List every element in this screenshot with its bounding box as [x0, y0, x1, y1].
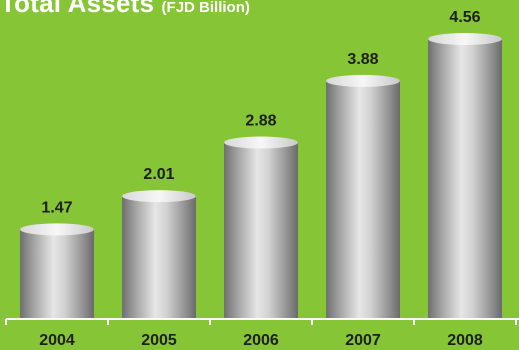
x-axis-ticks	[5, 319, 517, 325]
x-tick-label: 2004	[39, 332, 75, 349]
bar-value-label: 1.47	[41, 199, 72, 216]
bar-body	[428, 38, 502, 319]
bar-body	[122, 195, 196, 319]
bar-cap	[326, 74, 400, 87]
bar-2004	[20, 223, 94, 319]
x-tick-label: 2006	[243, 332, 279, 349]
x-tick-label: 2005	[141, 332, 177, 349]
bar-2006	[224, 136, 298, 319]
x-tick-label: 2008	[447, 332, 483, 349]
bar-value-label: 3.88	[347, 51, 378, 68]
bars-layer	[20, 33, 502, 320]
bar-value-label: 2.01	[143, 166, 174, 183]
bar-cap	[224, 136, 298, 149]
bar-2005	[122, 190, 196, 319]
bar-2007	[326, 74, 400, 320]
chart-unit-label: (FJD Billion)	[161, 0, 250, 16]
x-tick-label: 2007	[345, 332, 381, 349]
bar-cap	[20, 223, 94, 236]
bar-value-label: 4.56	[449, 9, 480, 26]
bar-cap	[122, 190, 196, 203]
bar-cap	[428, 33, 502, 45]
bar-body	[326, 79, 400, 320]
bar-2008	[428, 33, 502, 319]
labels-layer: 1.47 2004 2.01 2005 2.88 2006 3.88 2007 4.56 2008	[39, 9, 483, 349]
chart-title-text: Total Assets	[0, 0, 155, 18]
bar-body	[224, 141, 298, 319]
bar-value-label: 2.88	[245, 113, 276, 130]
chart-title: Total Assets (FJD Billion)	[0, 0, 250, 23]
bar-body	[20, 228, 94, 319]
